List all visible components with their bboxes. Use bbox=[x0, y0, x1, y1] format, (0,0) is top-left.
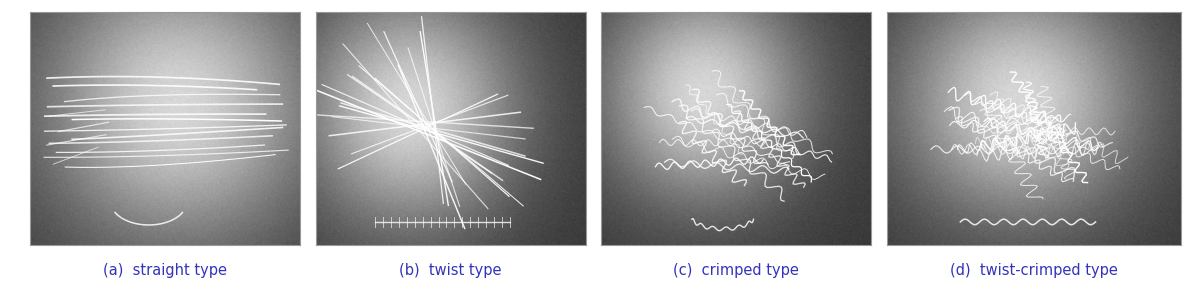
Text: (a)  straight type: (a) straight type bbox=[103, 263, 227, 278]
Text: (d)  twist-crimped type: (d) twist-crimped type bbox=[950, 263, 1117, 278]
Text: (b)  twist type: (b) twist type bbox=[400, 263, 502, 278]
Text: (c)  crimped type: (c) crimped type bbox=[673, 263, 799, 278]
